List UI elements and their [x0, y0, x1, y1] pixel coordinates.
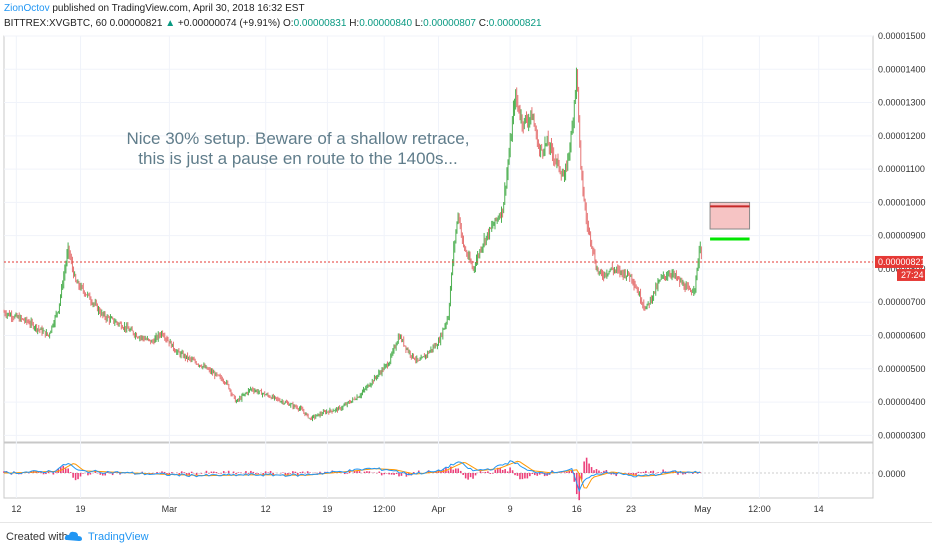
x-axis: 12 19 Mar 12 19 12:00 Apr 9 16 23 May 12:00 14 — [11, 36, 824, 514]
countdown-label: 27:24 — [901, 270, 924, 280]
x-tick-label: 12 — [11, 504, 21, 514]
x-tick-label: 12:00 — [373, 504, 396, 514]
tradingview-cloud-icon — [64, 531, 82, 541]
oscillator-zero-label: 0.0000 — [878, 469, 906, 479]
y-tick-label: 0.00001300 — [878, 98, 926, 108]
annotation-line-1: Nice 30% setup. Beware of a shallow retr… — [126, 129, 469, 148]
created-with-label: Created with — [6, 531, 68, 543]
symbol-label: BITTREX:XVGBTC, 60 — [4, 18, 107, 29]
y-tick-label: 0.00001500 — [878, 31, 926, 41]
x-tick-label: 9 — [508, 504, 513, 514]
x-tick-label: 23 — [626, 504, 636, 514]
low-label: L: — [414, 18, 424, 29]
open-value: 0.00000831 — [293, 18, 347, 29]
x-tick-label: 12 — [261, 504, 271, 514]
x-tick-label: 19 — [322, 504, 332, 514]
last-price-axis-label: 0.00000821 — [878, 257, 926, 267]
last-price: 0.00000821 — [109, 18, 163, 29]
x-tick-label: 19 — [76, 504, 86, 514]
y-tick-label: 0.00000300 — [878, 430, 926, 440]
y-tick-label: 0.00001000 — [878, 197, 926, 207]
up-arrow-icon: ▲ — [165, 18, 176, 29]
y-tick-label: 0.00000900 — [878, 231, 926, 241]
annotation-text[interactable]: Nice 30% setup. Beware of a shallow retr… — [126, 129, 469, 168]
y-tick-label: 0.00000700 — [878, 297, 926, 307]
candles — [3, 67, 702, 422]
price-change: +0.00000074 (+9.91%) — [177, 18, 281, 29]
publish-line: ZionOctov published on TradingView.com, … — [4, 2, 924, 17]
x-tick-label: 14 — [814, 504, 824, 514]
y-tick-label: 0.00001400 — [878, 64, 926, 74]
symbol-line: BITTREX:XVGBTC, 60 0.00000821 ▲ +0.00000… — [4, 17, 924, 31]
x-tick-label: May — [694, 504, 712, 514]
y-tick-label: 0.00001200 — [878, 131, 926, 141]
x-tick-label: Apr — [431, 504, 445, 514]
high-value: 0.00000840 — [359, 18, 413, 29]
tradingview-link[interactable]: TradingView — [88, 531, 149, 543]
price-chart[interactable]: 0.00000300 0.00000400 0.00000500 0.00000600… — [0, 0, 932, 522]
y-tick-label: 0.00000500 — [878, 364, 926, 374]
close-value: 0.00000821 — [488, 18, 542, 29]
x-tick-label: 12:00 — [748, 504, 771, 514]
x-tick-label: Mar — [162, 504, 178, 514]
y-tick-label: 0.00000400 — [878, 397, 926, 407]
oscillator — [3, 457, 873, 501]
y-tick-label: 0.00001100 — [878, 164, 925, 174]
open-label: O: — [283, 18, 294, 29]
chart-header: ZionOctov published on TradingView.com, … — [4, 2, 924, 34]
publish-info: published on TradingView.com, April 30, … — [52, 3, 305, 14]
high-label: H: — [349, 18, 360, 29]
y-tick-label: 0.00000600 — [878, 331, 926, 341]
low-value: 0.00000807 — [423, 18, 476, 29]
x-tick-label: 16 — [572, 504, 582, 514]
y-tick-label: 0.00000800 — [878, 264, 926, 274]
last-price-badge: 0.00000821 27:24 — [875, 255, 926, 281]
author-link[interactable]: ZionOctov — [4, 3, 50, 14]
annotation-line-2: this is just a pause en route to the 140… — [138, 149, 457, 168]
footer: Created with TradingView — [0, 522, 932, 551]
close-label: C: — [478, 18, 489, 29]
oscillator-line — [3, 460, 701, 493]
